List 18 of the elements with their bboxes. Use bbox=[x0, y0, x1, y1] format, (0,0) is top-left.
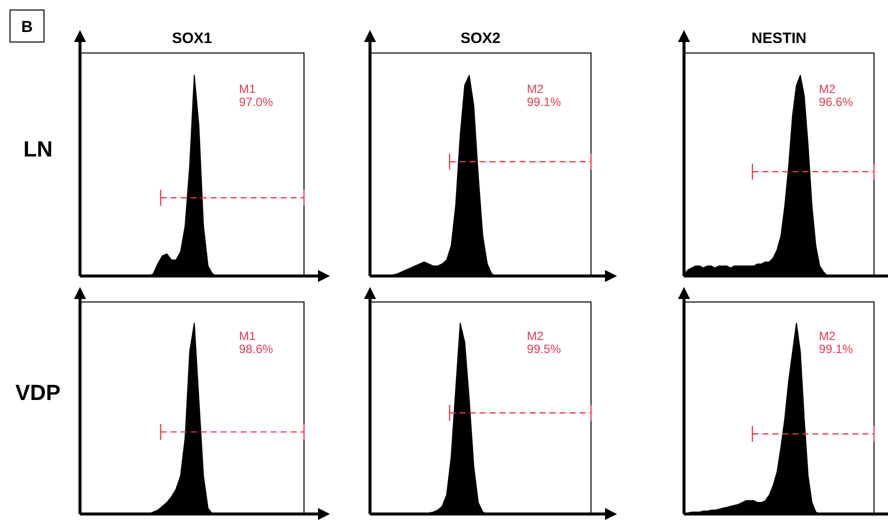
annotation: 99.5% bbox=[526, 342, 562, 356]
annotation: M1 bbox=[239, 82, 256, 96]
annotation: M2 bbox=[526, 82, 544, 96]
annotation: M2 bbox=[818, 329, 836, 344]
annotation: 97.0% bbox=[239, 95, 274, 110]
y-axis-title: LN bbox=[23, 136, 53, 162]
annotation: 99.1% bbox=[526, 95, 562, 110]
annotation: 98.6% bbox=[239, 342, 274, 356]
text: B bbox=[21, 19, 33, 36]
chart-title: NESTIN bbox=[751, 30, 807, 47]
y-axis-title: VDP bbox=[15, 380, 61, 405]
annotation: M2 bbox=[818, 82, 836, 96]
annotation: M2 bbox=[526, 329, 544, 344]
chart-title: SOX2 bbox=[460, 30, 501, 47]
chart-title: SOX1 bbox=[172, 30, 212, 47]
annotation: 96.6% bbox=[818, 95, 854, 110]
annotation: 99.1% bbox=[818, 342, 854, 356]
annotation: M1 bbox=[239, 329, 256, 344]
